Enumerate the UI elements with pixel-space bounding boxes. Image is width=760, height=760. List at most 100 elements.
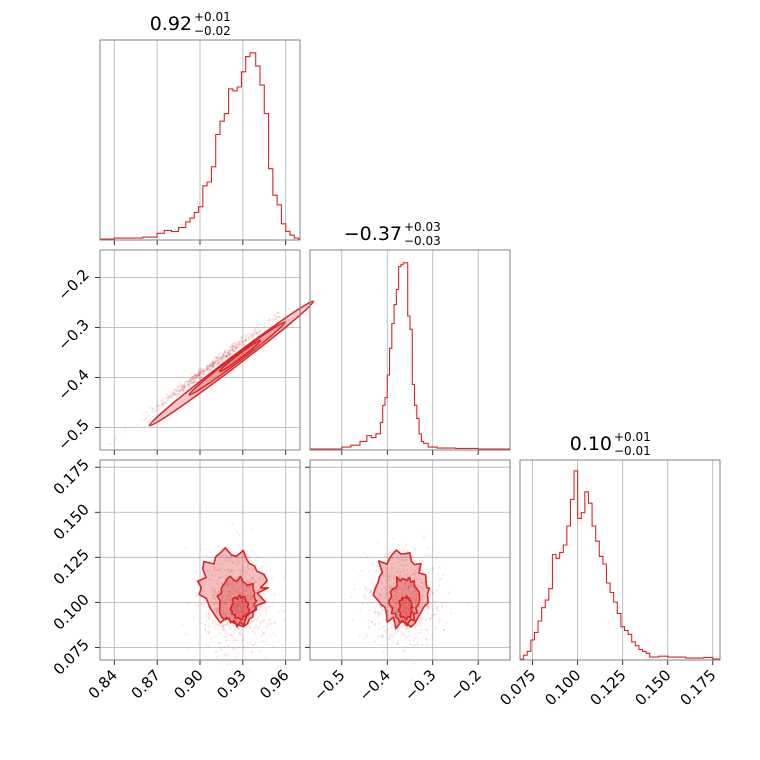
p21-point <box>416 577 419 580</box>
p10-point <box>277 315 280 318</box>
p10-point <box>216 363 219 366</box>
p20-point <box>253 632 256 635</box>
p10-point <box>228 349 231 352</box>
p10-point <box>212 366 215 369</box>
p10-point <box>217 360 220 363</box>
p10-point <box>184 385 187 388</box>
p10-point <box>211 361 214 364</box>
p20-point <box>245 587 248 590</box>
p21-point <box>374 622 377 625</box>
p20-point <box>235 611 238 614</box>
p21-point <box>428 594 431 597</box>
p21-point <box>383 630 386 633</box>
p10-point <box>212 364 215 367</box>
p10-point <box>238 340 241 343</box>
p21-point <box>364 587 367 590</box>
p20-point <box>241 593 244 596</box>
p10-point <box>235 346 238 349</box>
p10-point <box>226 354 229 357</box>
p21-point <box>385 574 388 577</box>
p10-point <box>223 350 226 353</box>
p10-point <box>202 369 205 372</box>
p21-point <box>406 573 409 576</box>
p20-point <box>258 598 261 601</box>
p21-point <box>393 589 396 592</box>
p21-point <box>415 598 418 601</box>
p20-point <box>246 675 249 678</box>
p10-point <box>202 368 205 371</box>
p10-point <box>213 361 216 364</box>
p21-point <box>377 635 380 638</box>
p10-point <box>242 342 245 345</box>
p20-point <box>223 575 226 578</box>
p20-point <box>267 605 270 608</box>
p22-xtick-label: 0.075 <box>496 666 539 709</box>
p10-point <box>178 388 181 391</box>
p21-point <box>394 606 397 609</box>
p21-point <box>407 627 410 630</box>
p20-point <box>217 602 220 605</box>
p21-point <box>392 605 395 608</box>
p21-contour-outer <box>372 549 431 630</box>
p20-point <box>213 588 216 591</box>
p20-point <box>214 620 217 623</box>
p10-point <box>136 423 139 426</box>
p10-point <box>190 379 193 382</box>
p20-point <box>217 590 220 593</box>
p21-point <box>393 593 396 596</box>
p20-point <box>242 605 245 608</box>
p20-point <box>239 585 242 588</box>
p21-point <box>391 598 394 601</box>
p10-point <box>207 365 210 368</box>
p21-point <box>431 567 434 570</box>
p20-point <box>242 592 245 595</box>
p20-point <box>218 645 221 648</box>
p10-point <box>201 367 204 370</box>
p10-point <box>198 372 201 375</box>
p10-point <box>162 402 165 405</box>
p20-point <box>257 611 260 614</box>
p20-point <box>251 603 254 606</box>
p20-point <box>237 560 240 563</box>
p20-point <box>233 606 236 609</box>
p21-point <box>440 605 443 608</box>
p21-point <box>438 578 441 581</box>
p10-point <box>190 377 193 380</box>
p21-point <box>373 624 376 627</box>
p10-point <box>190 372 193 375</box>
p10-point <box>217 361 220 364</box>
p20-point <box>238 632 241 635</box>
p10-point <box>172 394 175 397</box>
p20-point <box>240 611 243 614</box>
p10-point <box>223 355 226 358</box>
p20-point <box>243 610 246 613</box>
p10-point <box>123 426 126 429</box>
p20-point <box>213 603 216 606</box>
p20-ytick-label: 0.100 <box>50 590 93 633</box>
p21-point <box>425 638 428 641</box>
p20-point <box>208 578 211 581</box>
p20-point <box>236 639 239 642</box>
p10-point <box>253 333 256 336</box>
p21-point <box>430 603 433 606</box>
p20-point <box>234 595 237 598</box>
p10-point <box>213 361 216 364</box>
p10-point <box>169 395 172 398</box>
p21-point <box>425 605 428 608</box>
p21-point <box>405 607 408 610</box>
p22-xtick-label: 0.125 <box>586 666 629 709</box>
p21-point <box>432 599 435 602</box>
p20-point <box>234 578 237 581</box>
p20-point <box>215 656 218 659</box>
p20-point <box>231 608 234 611</box>
p10-point <box>200 369 203 372</box>
p10-point <box>183 387 186 390</box>
p10-point <box>220 355 223 358</box>
p10-point <box>251 333 254 336</box>
p20-point <box>212 609 215 612</box>
p20-point <box>239 572 242 575</box>
p10-point <box>228 349 231 352</box>
p20-point <box>228 628 231 631</box>
p20-point <box>214 597 217 600</box>
p10-point <box>202 370 205 373</box>
